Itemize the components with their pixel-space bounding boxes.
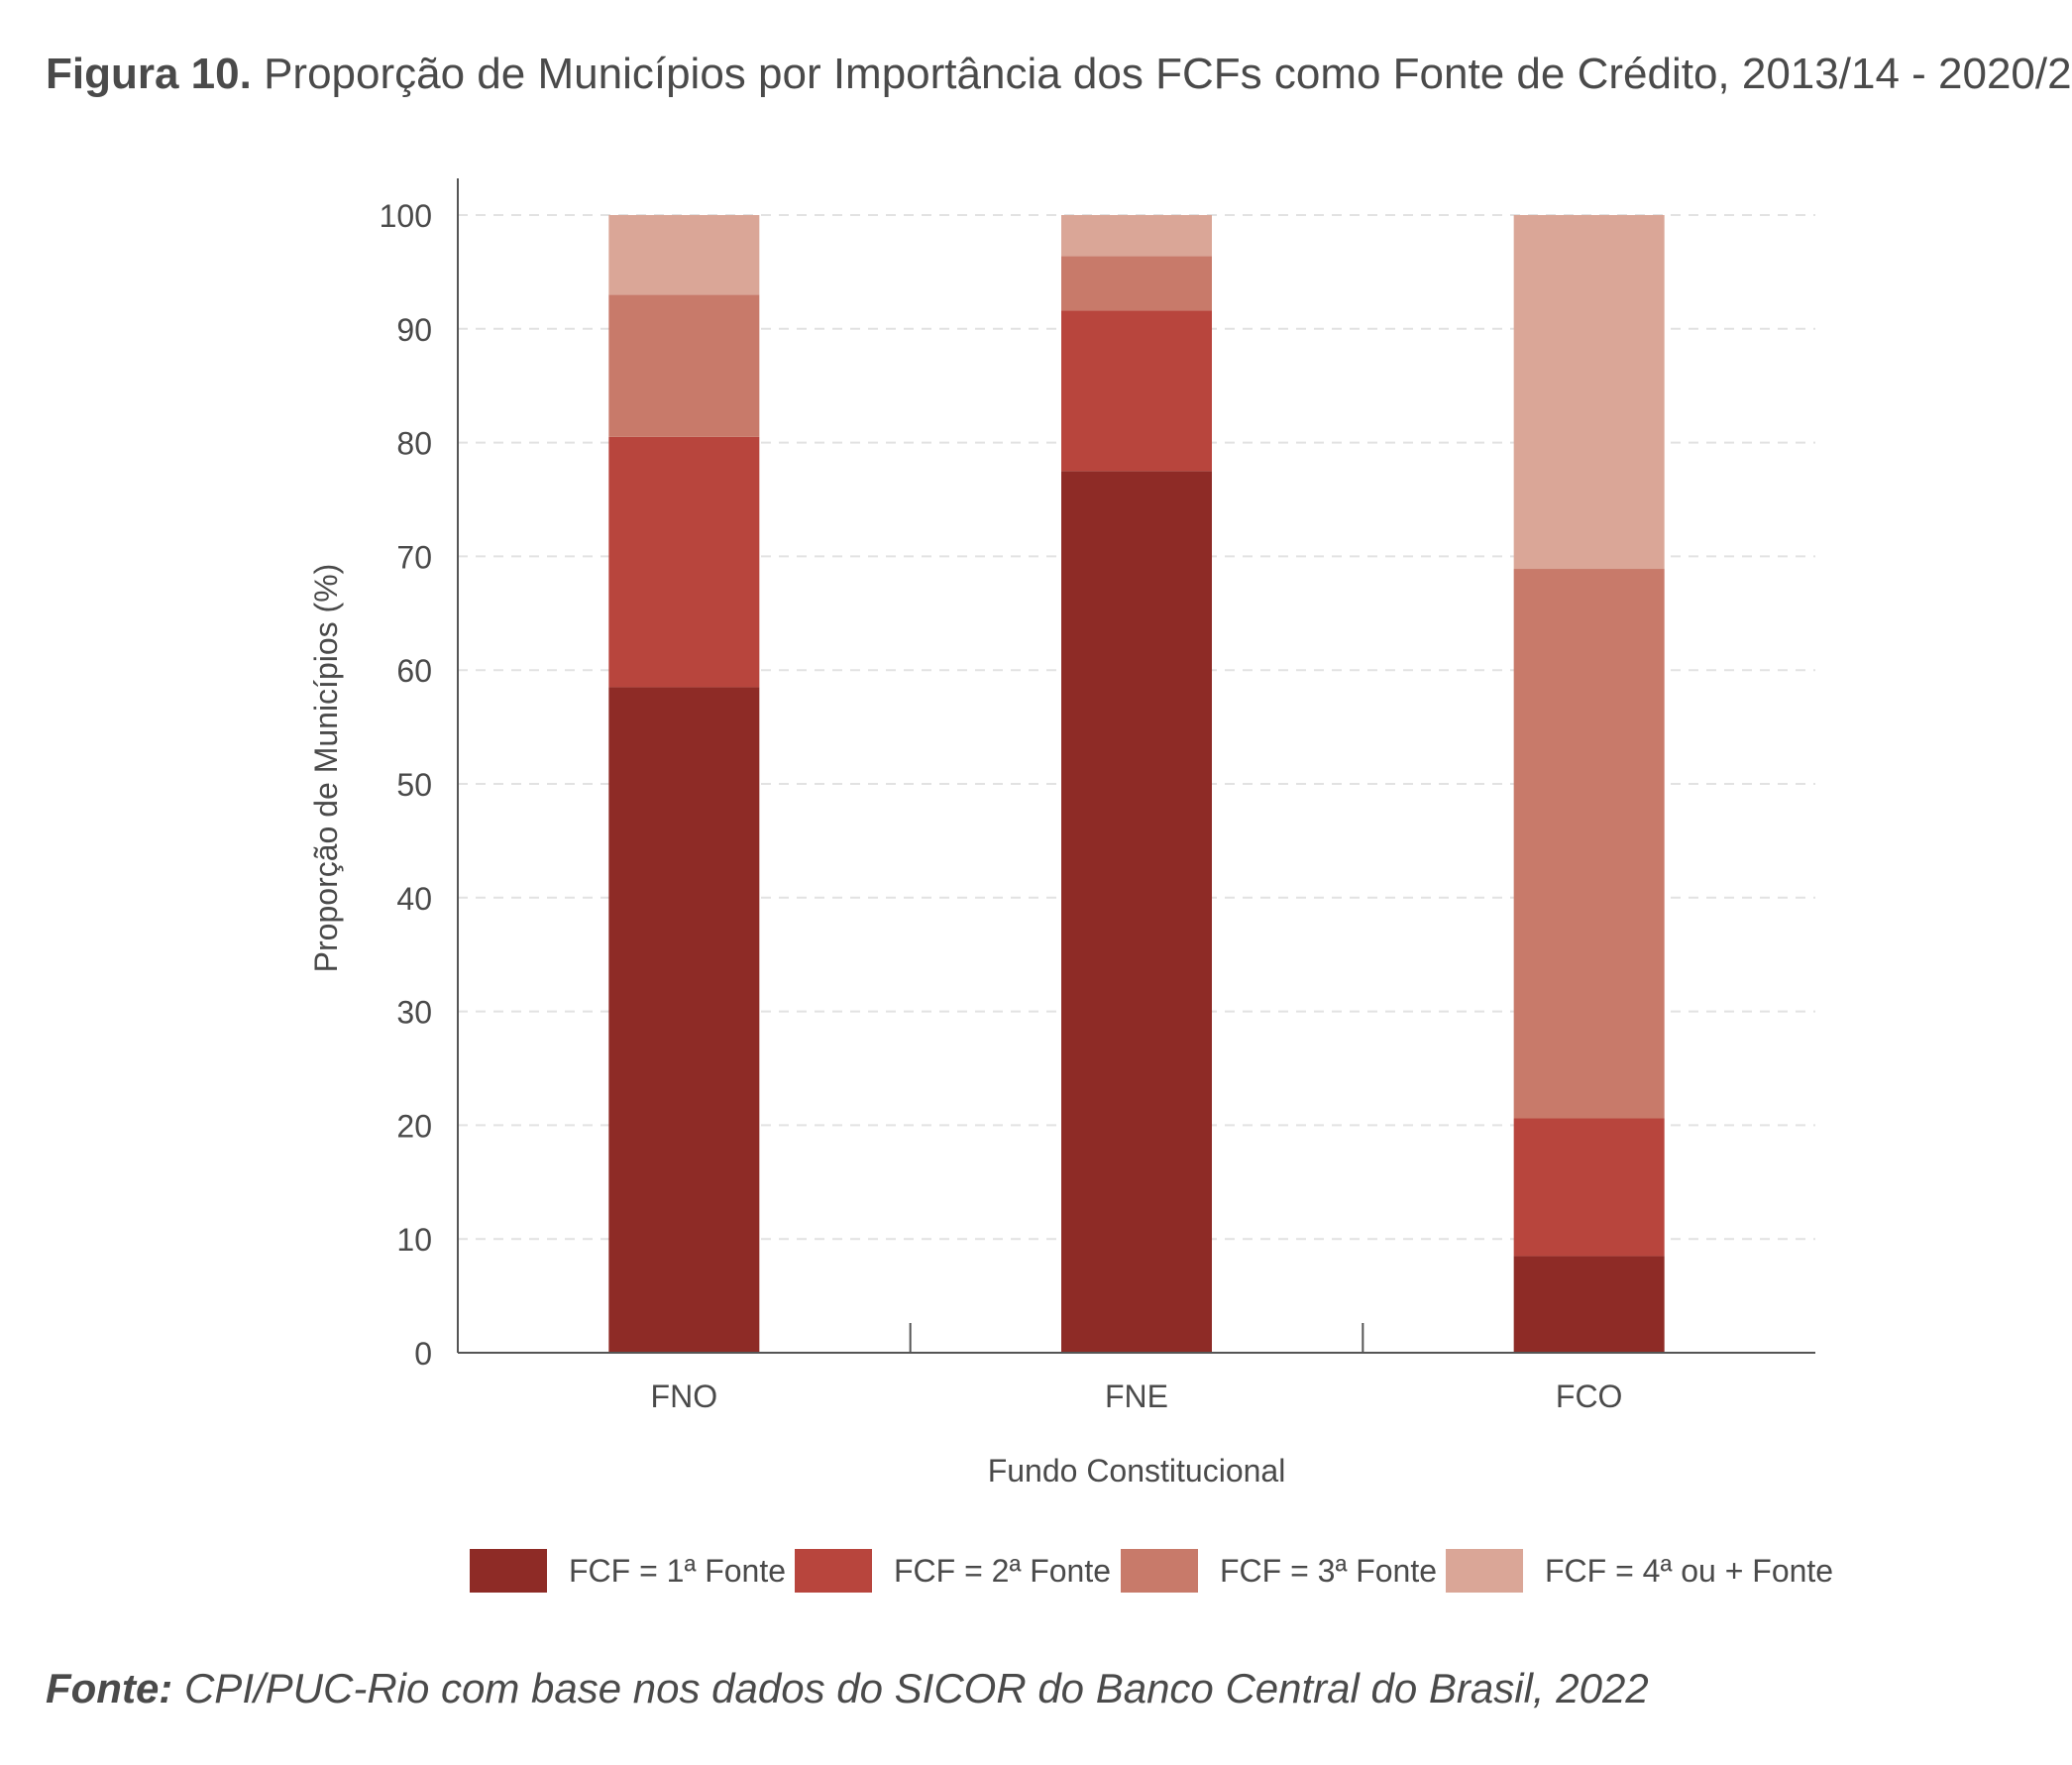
y-tick-label: 40 <box>396 881 432 917</box>
y-tick-label: 100 <box>380 198 432 234</box>
source-note: Fonte: CPI/PUC-Rio com base nos dados do… <box>46 1665 1649 1712</box>
bar-segment <box>608 215 760 295</box>
bar-segment <box>1061 471 1212 1353</box>
bars <box>608 215 1665 1353</box>
figure-title: Figura 10. Proporção de Municípios por I… <box>46 50 2072 99</box>
source-text: CPI/PUC-Rio com base nos dados do SICOR … <box>183 1665 1649 1711</box>
x-axis-title: Fundo Constitucional <box>988 1453 1286 1489</box>
y-tick-label: 30 <box>396 995 432 1031</box>
legend-swatch <box>470 1549 547 1593</box>
y-tick-label: 50 <box>396 767 432 803</box>
bar-segment <box>1513 1118 1665 1257</box>
x-tick-label: FNE <box>1105 1379 1168 1414</box>
legend-label: FCF = 1ª Fonte <box>569 1553 786 1589</box>
legend: FCF = 1ª Fonte FCF = 2ª Fonte FCF = 3ª Fon… <box>470 1549 1833 1593</box>
bar-segment <box>1061 256 1212 311</box>
legend-label: FCF = 3ª Fonte <box>1220 1553 1437 1589</box>
y-tick-label: 0 <box>414 1336 432 1372</box>
source-label: Fonte: <box>46 1665 173 1711</box>
x-tick-label: FCO <box>1556 1379 1623 1414</box>
bar-segment <box>1513 569 1665 1119</box>
legend-swatch <box>1446 1549 1523 1593</box>
y-tick-label: 90 <box>396 312 432 348</box>
bar-segment <box>608 436 760 688</box>
bar-segment <box>1513 215 1665 570</box>
bar-segment <box>608 294 760 437</box>
y-tick-label: 10 <box>396 1222 432 1258</box>
legend-label: FCF = 4ª ou + Fonte <box>1545 1553 1833 1589</box>
legend-label: FCF = 2ª Fonte <box>894 1553 1111 1589</box>
axes: 0 10 20 30 40 50 60 70 80 90 100 FNO FNE FCO Fundo Con… <box>308 178 1815 1489</box>
figure-label: Figura 10. <box>46 50 252 98</box>
bar-segment <box>608 687 760 1353</box>
figure-title-text: Proporção de Municípios por Importância … <box>264 50 2072 98</box>
legend-swatch <box>795 1549 872 1593</box>
y-tick-label: 20 <box>396 1108 432 1144</box>
y-tick-label: 80 <box>396 426 432 462</box>
legend-swatch <box>1121 1549 1198 1593</box>
y-axis-title: Proporção de Municípios (%) <box>308 564 344 973</box>
bar-segment <box>1061 215 1212 257</box>
y-tick-label: 70 <box>396 539 432 575</box>
x-tick-label: FNO <box>651 1379 718 1414</box>
y-tick-label: 60 <box>396 653 432 689</box>
bar-segment <box>1513 1256 1665 1353</box>
bar-segment <box>1061 310 1212 472</box>
